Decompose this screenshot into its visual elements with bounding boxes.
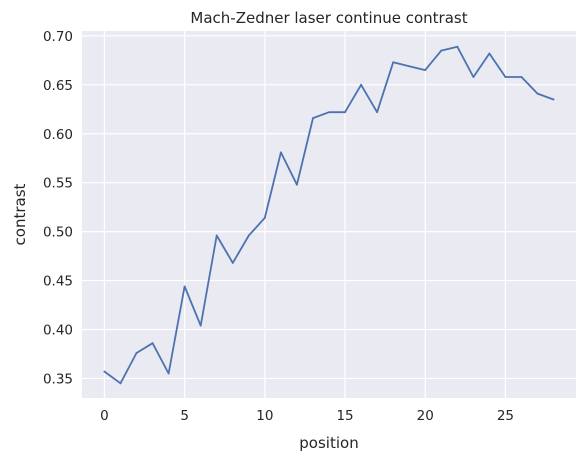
y-tick-label: 0.40 [43, 322, 73, 338]
data-point [520, 76, 523, 78]
data-point [552, 98, 555, 101]
data-point [263, 217, 266, 219]
data-point [247, 234, 250, 237]
x-tick-label: 5 [180, 408, 189, 424]
y-tick-label: 0.65 [43, 78, 73, 94]
data-point [312, 117, 314, 120]
data-point [360, 83, 362, 86]
y-tick-label: 0.35 [43, 371, 73, 387]
series-layer [103, 45, 555, 385]
data-point [472, 76, 475, 78]
data-point [456, 45, 459, 48]
data-point [424, 69, 427, 72]
data-point [296, 183, 298, 186]
data-point [279, 151, 282, 154]
x-tick-label: 25 [497, 408, 514, 424]
data-point [376, 111, 379, 114]
data-point [183, 285, 186, 288]
chart-title: Mach-Zedner laser continue contrast [190, 9, 467, 27]
data-point [536, 92, 539, 95]
plot-area [82, 31, 576, 398]
y-tick-label: 0.55 [43, 176, 73, 192]
data-point [151, 342, 154, 345]
data-point [199, 324, 202, 327]
y-tick-label: 0.70 [43, 29, 73, 45]
data-point [504, 76, 507, 78]
y-axis-label: contrast [11, 183, 29, 245]
data-point [488, 52, 491, 55]
data-point [408, 65, 411, 68]
data-point [119, 382, 122, 385]
y-tick-labels: 0.35 0.40 0.45 0.50 0.55 0.60 0.65 0.70 [43, 29, 73, 388]
data-point [344, 111, 346, 114]
data-point [328, 111, 330, 114]
data-point [440, 49, 443, 52]
x-tick-label: 0 [100, 408, 109, 424]
data-point [135, 352, 138, 354]
x-axis-label: position [299, 434, 358, 452]
y-tick-label: 0.50 [43, 225, 73, 241]
data-point [167, 372, 170, 375]
data-point [103, 370, 106, 373]
data-point [231, 262, 234, 264]
grid-lines [82, 31, 576, 398]
x-tick-label: 10 [256, 408, 273, 424]
x-tick-labels: 0 5 10 15 20 25 [100, 408, 514, 424]
data-point [215, 234, 218, 237]
x-tick-label: 20 [417, 408, 434, 424]
y-tick-label: 0.60 [43, 127, 73, 143]
x-tick-label: 15 [336, 408, 353, 424]
y-tick-label: 0.45 [43, 274, 73, 290]
data-point [392, 61, 395, 64]
